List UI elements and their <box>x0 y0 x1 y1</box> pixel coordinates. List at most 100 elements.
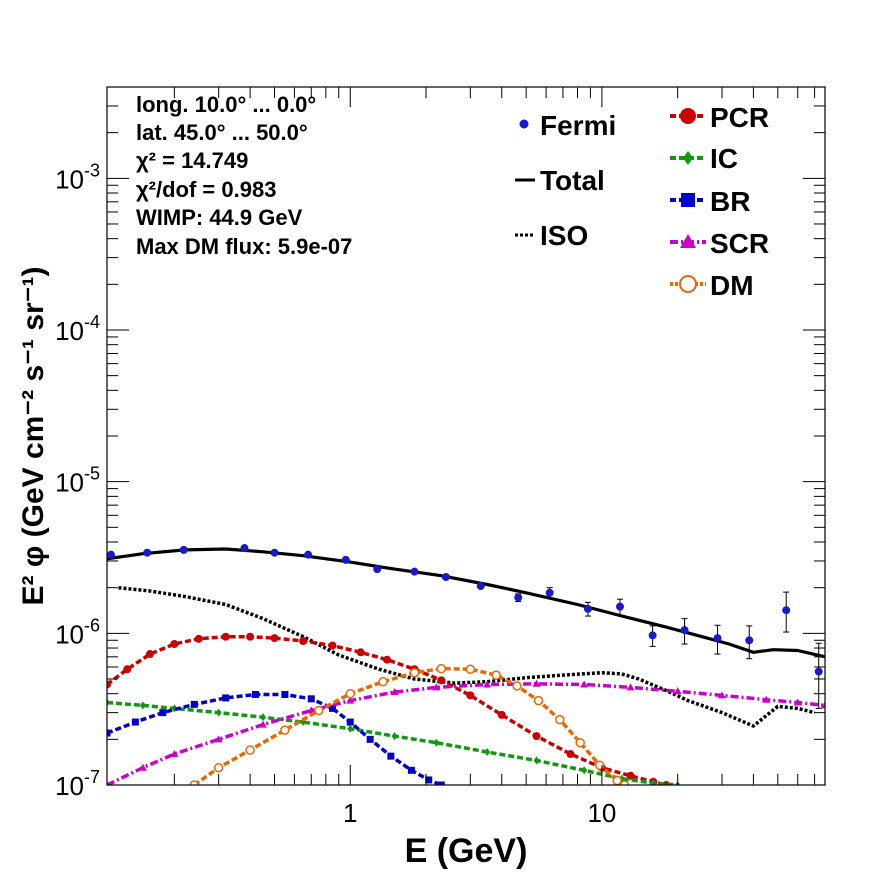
point-dm <box>575 737 585 748</box>
fermi-point <box>240 544 249 553</box>
point-ic <box>391 732 398 741</box>
fermi-point <box>782 591 791 633</box>
point-pcr <box>123 665 132 674</box>
legend-pcr-marker <box>680 108 696 124</box>
series-line-pcr <box>107 634 667 785</box>
y-tick-exponent: -7 <box>84 767 100 787</box>
fermi-marker <box>143 548 152 557</box>
fermi-marker <box>782 606 791 615</box>
y-tick-mantissa: 10 <box>55 316 84 346</box>
point-scr <box>138 763 147 771</box>
point-pcr <box>170 640 179 649</box>
x-tick-label: 1 <box>343 798 357 828</box>
series-ic <box>107 698 681 785</box>
legend-item-pcr: PCR <box>670 102 769 133</box>
legend-item-ic: IC <box>670 143 738 174</box>
legend-scr-marker <box>680 234 696 248</box>
series-line-ic <box>107 700 678 785</box>
point-pcr <box>356 648 365 657</box>
legend-item-scr: SCR <box>670 228 769 259</box>
point-scr <box>821 701 825 709</box>
info-text-block: long. 10.0° ... 0.0° lat. 45.0° ... 50.0… <box>136 92 352 259</box>
series-line-iso <box>118 585 816 728</box>
legend-br-marker <box>681 193 695 207</box>
y-tick-mantissa: 10 <box>55 771 84 801</box>
point-scr <box>717 691 726 699</box>
point-pcr <box>194 634 203 643</box>
fermi-marker <box>680 626 689 635</box>
point-ic <box>139 701 146 710</box>
point-dm <box>465 664 476 674</box>
y-tick-exponent: -4 <box>84 312 100 332</box>
point-br <box>251 691 259 699</box>
point-dm <box>555 714 565 725</box>
legend-ic-label: IC <box>710 143 738 174</box>
fermi-marker <box>410 567 419 576</box>
series-layer <box>107 547 825 785</box>
point-br <box>131 718 139 726</box>
point-dm <box>378 676 388 687</box>
point-scr <box>432 683 441 691</box>
legend-right: PCR IC BR SCR DM <box>670 102 769 301</box>
fermi-point <box>615 598 624 616</box>
point-br <box>366 735 374 743</box>
point-br <box>190 700 198 708</box>
fermi-marker <box>270 548 279 557</box>
info-chi2-dof: χ²/dof = 0.983 <box>136 177 276 202</box>
point-dm <box>345 688 355 699</box>
fermi-marker <box>106 550 115 559</box>
point-dm <box>280 725 290 735</box>
fermi-point <box>680 618 689 645</box>
point-scr <box>170 750 179 758</box>
point-pcr <box>466 691 475 700</box>
point-scr <box>580 680 589 688</box>
point-ic <box>347 724 354 733</box>
fermi-point <box>143 548 152 557</box>
legend-ic-marker <box>683 151 693 165</box>
legend-item-total: Total <box>515 165 605 196</box>
y-axis-title: E² φ (GeV cm⁻² s⁻¹ sr⁻¹) <box>17 266 50 605</box>
series-pcr <box>107 632 671 785</box>
legend-item-fermi: Fermi <box>519 110 616 141</box>
y-tick-mantissa: 10 <box>55 468 84 498</box>
fermi-marker <box>240 544 249 553</box>
fermi-point <box>410 567 419 576</box>
point-ic <box>433 738 440 747</box>
point-scr <box>214 735 223 743</box>
fermi-point <box>713 624 722 655</box>
fermi-point <box>341 555 350 564</box>
point-ic <box>650 779 657 785</box>
fermi-point <box>304 550 313 559</box>
point-pcr <box>107 680 111 689</box>
legend-br-label: BR <box>710 186 750 217</box>
fermi-point <box>476 582 485 591</box>
point-pcr <box>566 750 575 759</box>
point-ic <box>533 756 540 765</box>
point-scr <box>673 687 682 695</box>
point-br <box>159 709 167 717</box>
legend-fermi-label: Fermi <box>540 110 616 141</box>
fermi-marker <box>476 582 485 591</box>
point-br <box>425 776 433 784</box>
fermi-marker <box>179 545 188 554</box>
point-pcr <box>221 632 230 641</box>
y-tick-exponent: -6 <box>84 615 100 635</box>
fermi-point <box>814 642 823 709</box>
x-tick-label: 10 <box>587 798 616 828</box>
point-pcr <box>626 771 635 780</box>
point-dm <box>594 760 605 770</box>
point-scr <box>762 695 771 703</box>
legend-scr-label: SCR <box>710 228 769 259</box>
legend-total-label: Total <box>540 165 605 196</box>
point-dm <box>533 695 544 706</box>
fermi-marker <box>648 631 657 640</box>
fermi-point <box>270 548 279 557</box>
y-tick-label: 10-5 <box>55 464 100 498</box>
fermi-point <box>545 587 554 599</box>
point-scr <box>532 679 541 687</box>
legend-item-br: BR <box>670 186 750 217</box>
legend-dm-label: DM <box>710 270 754 301</box>
x-tick-labels: 1 10 <box>343 798 616 828</box>
point-ic <box>215 708 222 717</box>
point-pcr <box>246 632 255 641</box>
